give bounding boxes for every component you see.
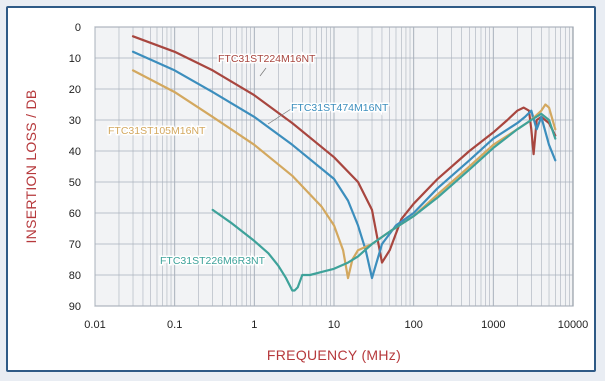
- x-tick-label: 1000: [481, 319, 505, 331]
- y-tick-label: 90: [69, 301, 81, 313]
- x-tick-label: 10: [328, 319, 340, 331]
- series-labels: FTC31ST224M16NT FTC31ST474M16NT FTC31ST105…: [107, 52, 391, 269]
- series-line-0: [131, 35, 557, 264]
- y-axis-title: INSERTION LOSS / DB: [23, 89, 39, 243]
- x-tick-label: 1: [251, 319, 257, 331]
- x-tick-label: 100: [404, 319, 422, 331]
- y-tick-label: 30: [69, 115, 81, 127]
- y-tick-label: 70: [69, 239, 81, 251]
- x-tick-label: 0.1: [167, 319, 182, 331]
- y-tick-label: 20: [69, 84, 81, 96]
- y-tick-label: 40: [69, 146, 81, 158]
- insertion-loss-chart: 0 10 20 30 40 50 60 70 80 90 0.01 0.1 1 10 100 1000 100…: [23, 22, 588, 363]
- x-tick-labels: 0.01 0.1 1 10 100 1000 10000: [84, 319, 588, 331]
- y-tick-label: 80: [69, 270, 81, 282]
- series-label-0: FTC31ST224M16NT: [218, 53, 316, 65]
- y-tick-label: 0: [75, 22, 81, 34]
- label-leader-line: [267, 108, 292, 125]
- series-label-2: FTC31ST105M16NT: [108, 125, 206, 137]
- y-tick-labels: 0 10 20 30 40 50 60 70 80 90: [69, 22, 81, 313]
- chart-frame: 0 10 20 30 40 50 60 70 80 90 0.01 0.1 1 10 100 1000 100…: [6, 6, 596, 372]
- grid: [94, 26, 573, 307]
- y-tick-label: 50: [69, 177, 81, 189]
- x-tick-label: 10000: [558, 319, 589, 331]
- label-leader-line: [259, 67, 267, 77]
- y-tick-label: 10: [69, 53, 81, 65]
- series-label-3: FTC31ST226M6R3NT: [160, 255, 266, 267]
- series-line-3: [211, 112, 557, 292]
- x-tick-label: 0.01: [84, 319, 105, 331]
- x-axis-title: FREQUENCY (MHz): [267, 347, 401, 363]
- series-label-1: FTC31ST474M16NT: [291, 102, 389, 114]
- y-tick-label: 60: [69, 208, 81, 220]
- series-lines: [131, 35, 557, 292]
